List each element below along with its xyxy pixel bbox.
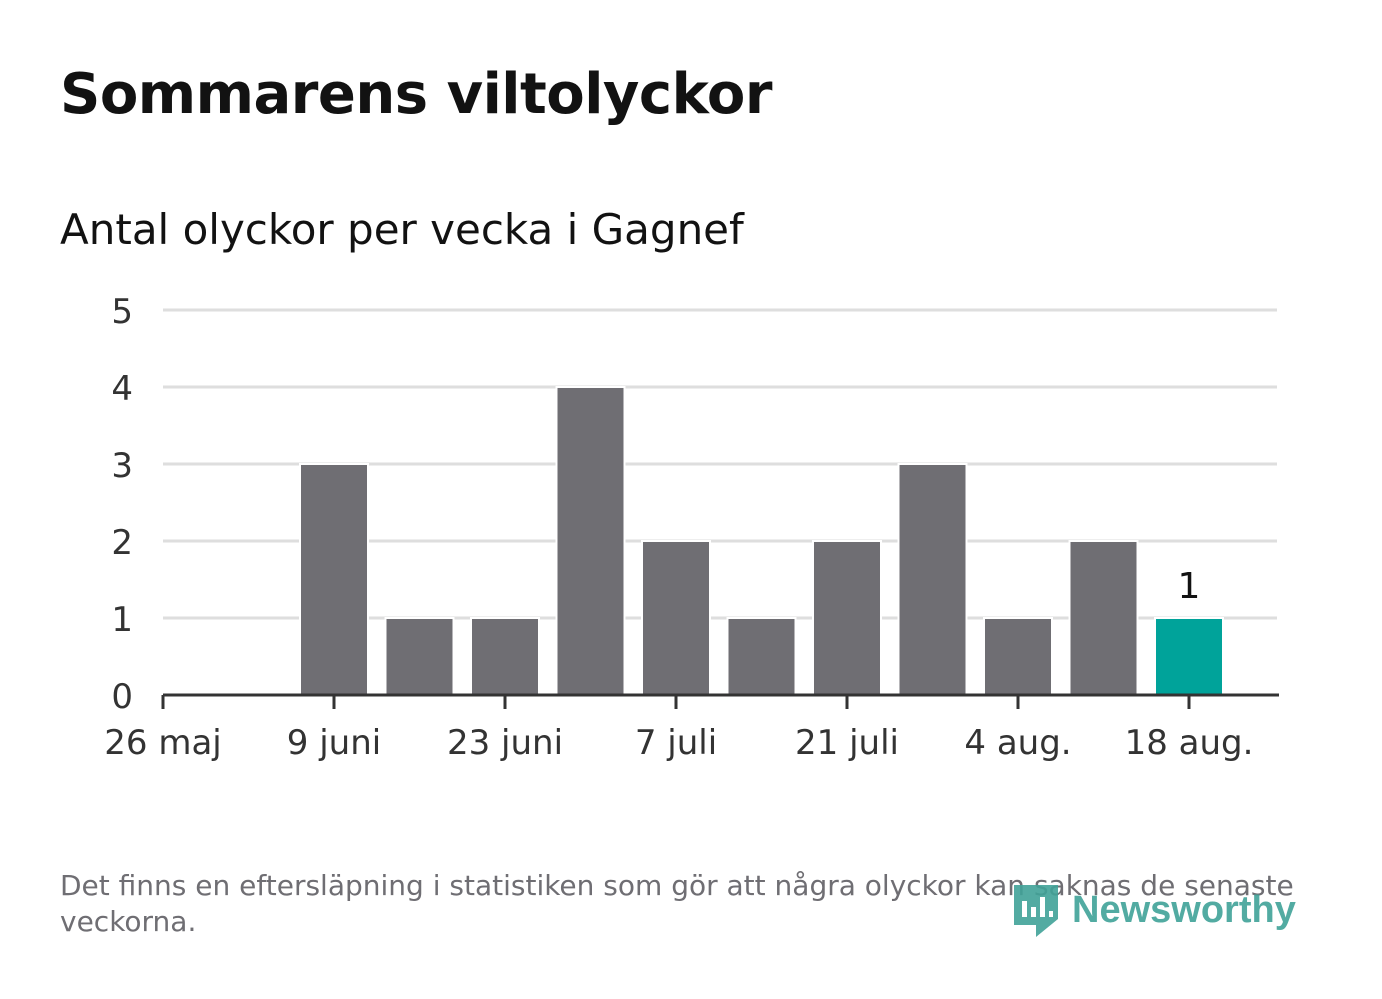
bar — [728, 618, 796, 695]
x-tick-label: 4 aug. — [964, 723, 1071, 763]
data-label: 1 — [1178, 566, 1201, 607]
bar — [1155, 618, 1223, 695]
bar — [813, 541, 881, 695]
x-tick-label: 18 aug. — [1125, 723, 1254, 763]
y-tick-labels: 0 1 2 3 4 5 — [111, 292, 133, 717]
bar — [386, 618, 454, 695]
x-tick-label: 23 juni — [447, 723, 563, 763]
logo-text: Newsworthy — [1072, 889, 1296, 932]
x-tick-label: 21 juli — [795, 723, 899, 763]
data-labels: 1 — [1178, 566, 1201, 607]
bar — [300, 464, 368, 695]
y-tick-label: 3 — [111, 446, 133, 486]
y-tick-label: 4 — [111, 369, 133, 409]
bar — [899, 464, 967, 695]
y-tick-label: 0 — [111, 677, 133, 717]
y-tick-label: 1 — [111, 600, 133, 640]
bar — [642, 541, 710, 695]
x-tick-labels: 26 maj 9 juni 23 juni 7 juli 21 juli 4 aug. 18… — [104, 723, 1253, 763]
newsworthy-logo: Newsworthy — [1010, 878, 1296, 942]
bar — [471, 618, 539, 695]
bar-chart: 0 1 2 3 4 5 26 maj 9 juni 23 juni 7 juli 21 juli 4… — [0, 0, 1382, 820]
x-tick-label: 9 juni — [287, 723, 381, 763]
newsworthy-logo-icon — [1010, 879, 1062, 941]
x-tick-label: 7 juli — [635, 723, 717, 763]
x-tick-label: 26 maj — [104, 723, 221, 763]
y-tick-label: 2 — [111, 523, 133, 563]
y-tick-label: 5 — [111, 292, 133, 332]
bar — [557, 387, 625, 695]
bar — [1070, 541, 1138, 695]
x-axis — [163, 695, 1279, 709]
bar — [984, 618, 1052, 695]
